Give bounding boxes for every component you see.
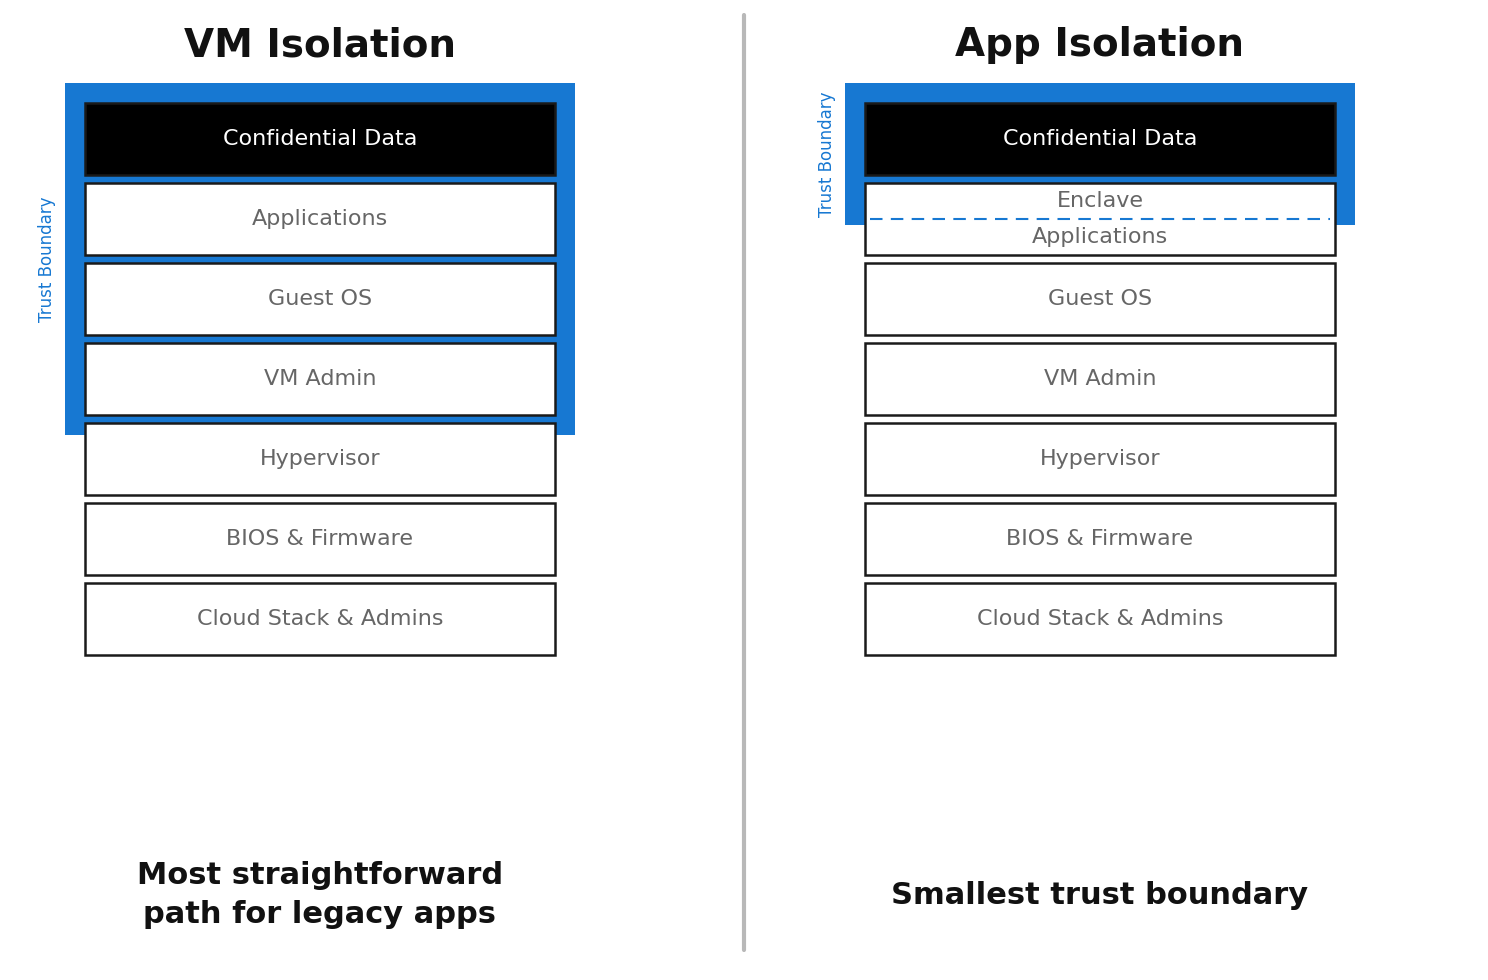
Bar: [85, 343, 555, 415]
Bar: [85, 103, 555, 175]
Text: Smallest trust boundary: Smallest trust boundary: [891, 880, 1308, 909]
Bar: [865, 103, 1335, 175]
Bar: [865, 583, 1335, 655]
Text: BIOS & Firmware: BIOS & Firmware: [226, 529, 414, 549]
Text: Guest OS: Guest OS: [268, 289, 372, 309]
Text: BIOS & Firmware: BIOS & Firmware: [1006, 529, 1193, 549]
Text: Applications: Applications: [1031, 227, 1168, 247]
Text: Hypervisor: Hypervisor: [1040, 449, 1161, 469]
Text: Applications: Applications: [251, 209, 388, 229]
Text: Guest OS: Guest OS: [1048, 289, 1152, 309]
Text: Confidential Data: Confidential Data: [223, 129, 417, 149]
Bar: [865, 343, 1335, 415]
Text: Hypervisor: Hypervisor: [260, 449, 381, 469]
Text: VM Admin: VM Admin: [263, 369, 376, 389]
Text: Confidential Data: Confidential Data: [1003, 129, 1198, 149]
Bar: [85, 423, 555, 495]
Text: Cloud Stack & Admins: Cloud Stack & Admins: [976, 609, 1223, 629]
Text: VM Isolation: VM Isolation: [185, 26, 455, 64]
Bar: [845, 83, 1356, 225]
Bar: [85, 583, 555, 655]
Bar: [85, 503, 555, 575]
Bar: [85, 263, 555, 335]
Text: Cloud Stack & Admins: Cloud Stack & Admins: [196, 609, 443, 629]
Text: VM Admin: VM Admin: [1043, 369, 1156, 389]
Text: App Isolation: App Isolation: [955, 26, 1244, 64]
Bar: [865, 263, 1335, 335]
Bar: [65, 83, 574, 435]
Bar: [865, 503, 1335, 575]
Text: Trust Boundary: Trust Boundary: [818, 91, 836, 217]
Bar: [865, 183, 1335, 255]
Text: Enclave: Enclave: [1056, 191, 1143, 211]
Bar: [865, 423, 1335, 495]
Text: Most straightforward
path for legacy apps: Most straightforward path for legacy app…: [137, 861, 503, 929]
Bar: [85, 183, 555, 255]
Text: Trust Boundary: Trust Boundary: [39, 196, 57, 321]
